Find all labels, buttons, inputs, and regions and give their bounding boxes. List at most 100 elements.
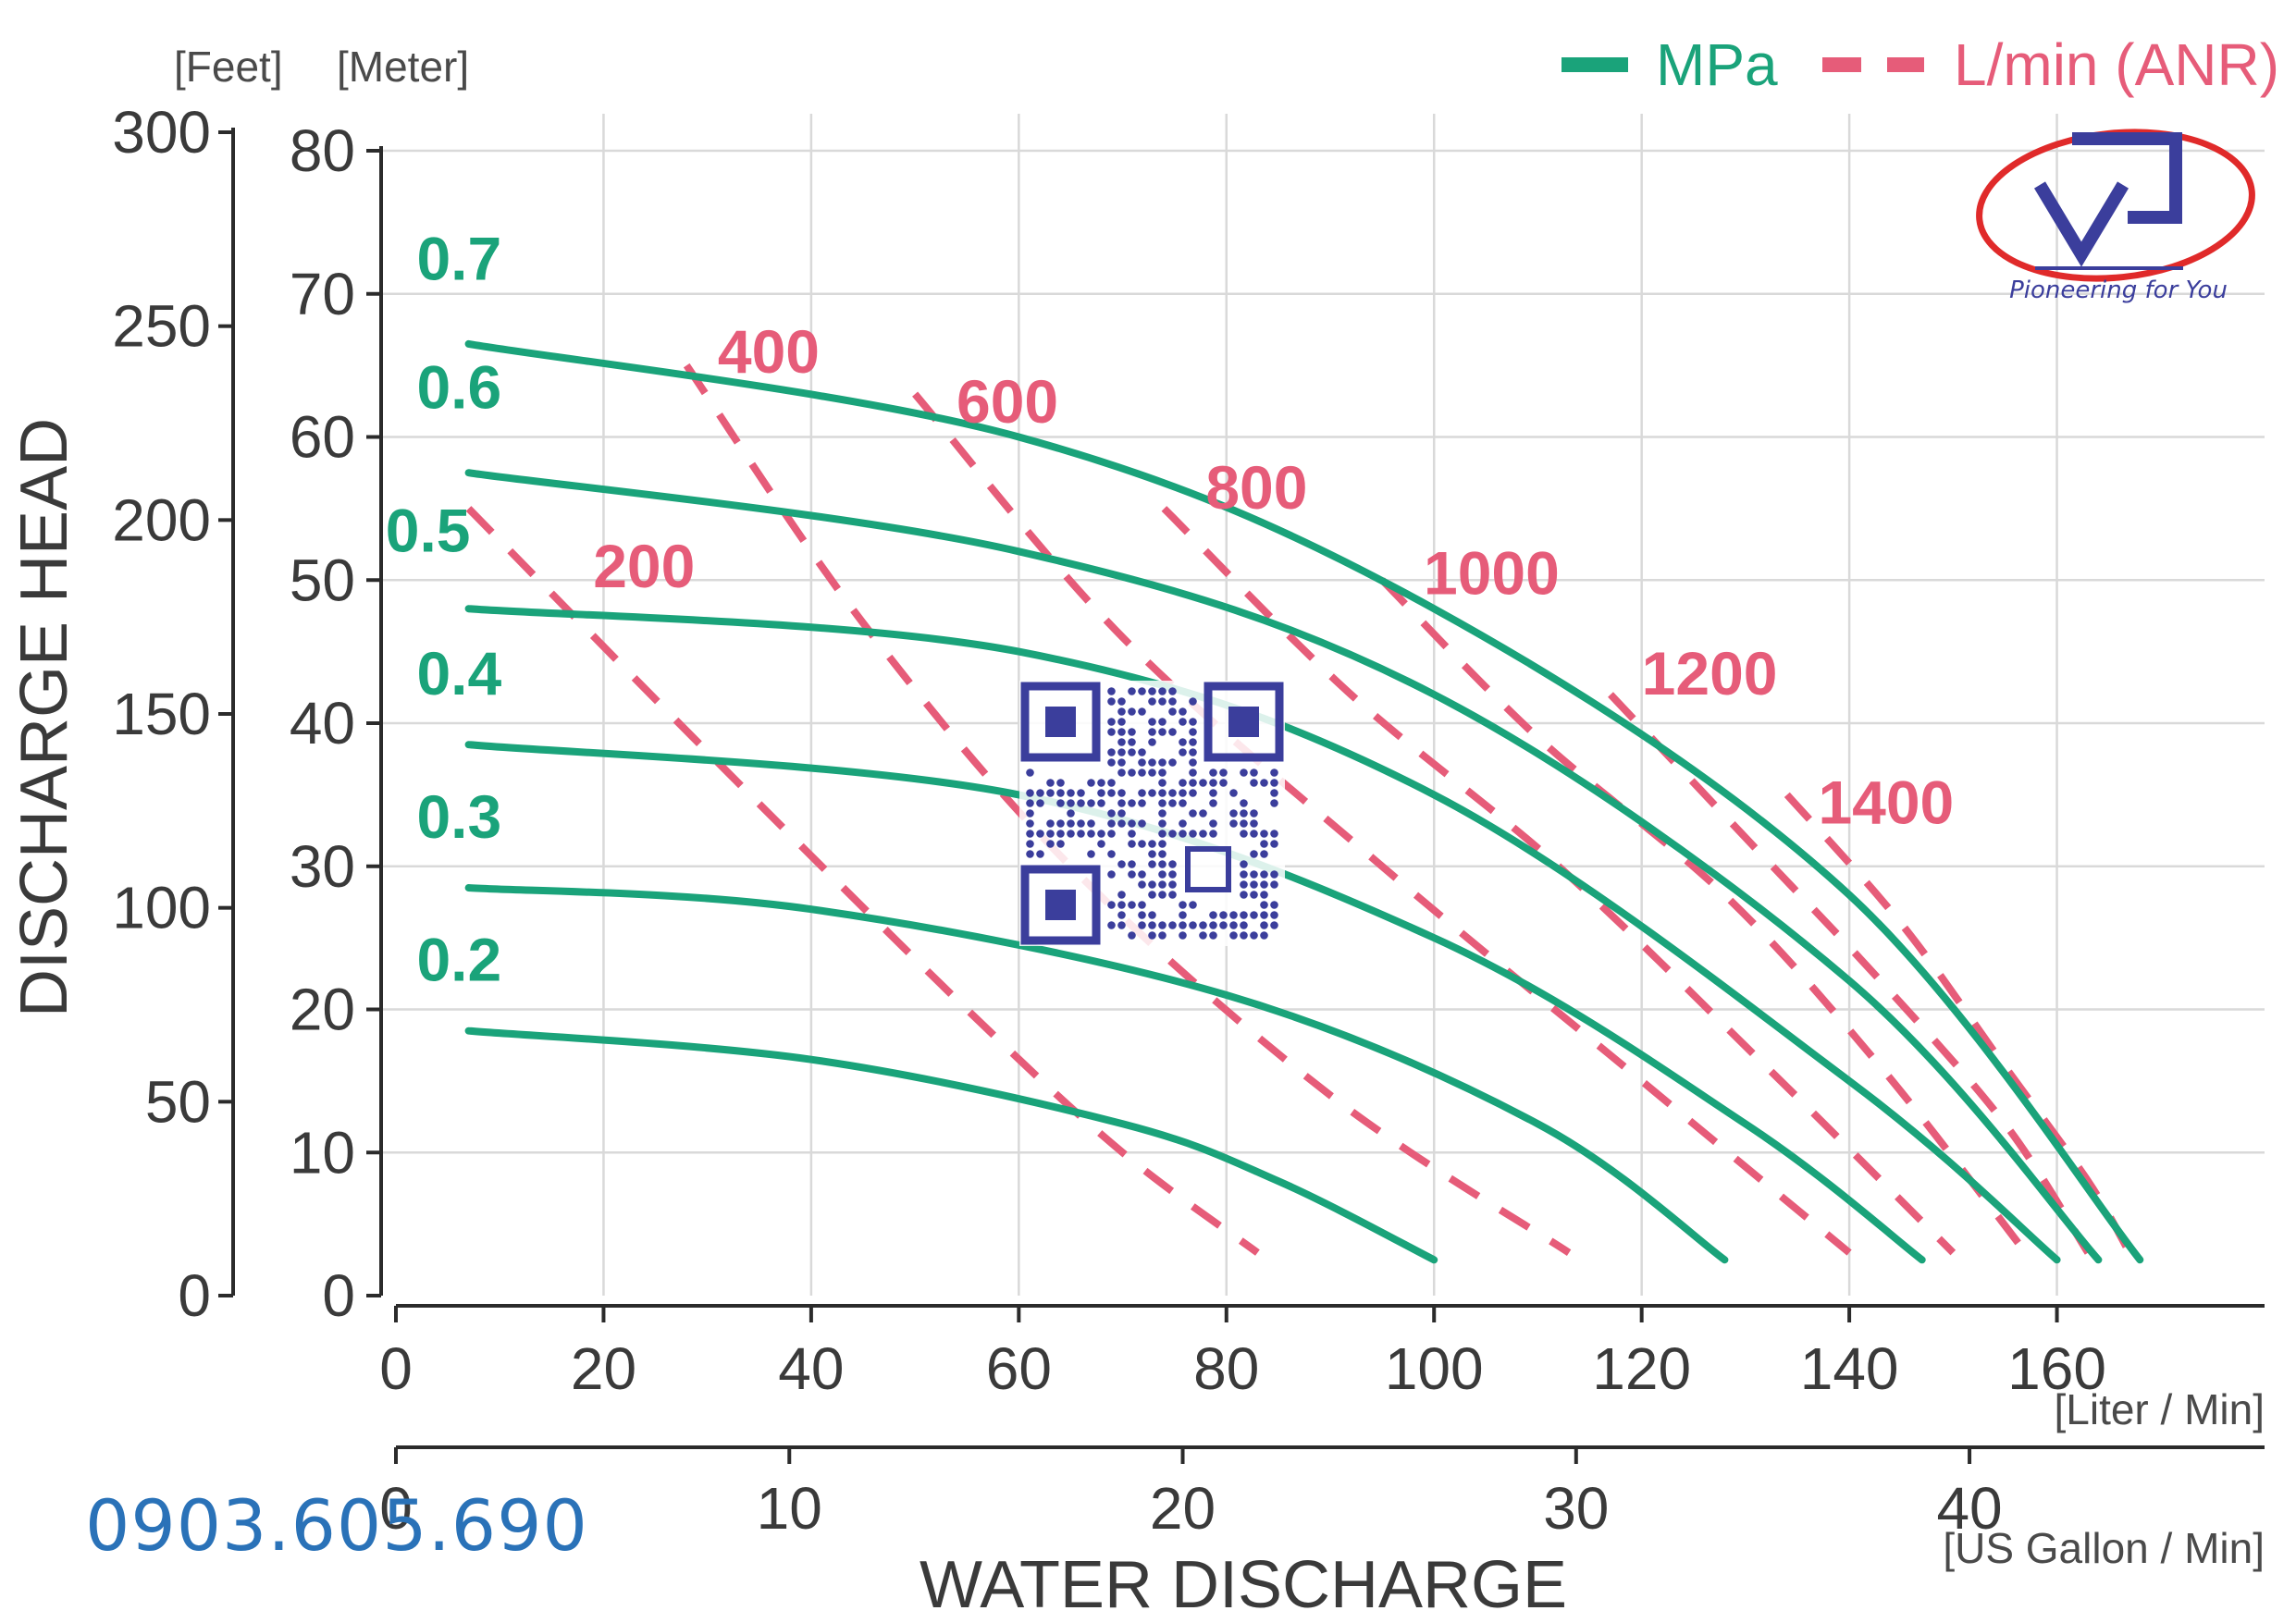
anr-label-800: 800 — [1205, 453, 1307, 522]
qr-module — [1209, 931, 1217, 940]
qr-module — [1026, 840, 1034, 848]
qr-module — [1240, 799, 1248, 807]
qr-module — [1117, 718, 1126, 726]
company-logo: Pioneering for You — [1976, 129, 2255, 304]
qr-module — [1179, 819, 1187, 828]
qr-finder-bl-inner — [1045, 890, 1076, 920]
qr-module — [1107, 901, 1116, 909]
qr-module — [1046, 789, 1055, 797]
anr-label-400: 400 — [718, 317, 820, 386]
qr-module — [1097, 789, 1105, 797]
qr-module — [1117, 748, 1126, 756]
qr-module — [1026, 789, 1034, 797]
qr-module — [1250, 931, 1258, 940]
mpa-label-0-5: 0.5 — [386, 496, 471, 564]
qr-module — [1189, 748, 1197, 756]
qr-module — [1158, 687, 1167, 695]
qr-module — [1209, 911, 1217, 919]
qr-module — [1189, 768, 1197, 777]
qr-module — [1117, 768, 1126, 777]
mpa-label-0-3: 0.3 — [416, 782, 501, 851]
x-liter-tick-label-120: 120 — [1592, 1335, 1691, 1402]
qr-module — [1250, 850, 1258, 858]
qr-module — [1179, 830, 1187, 838]
mpa-curve-0-6 — [464, 469, 2103, 1264]
qr-module — [1026, 768, 1034, 777]
qr-module — [1240, 830, 1248, 838]
qr-module — [1117, 789, 1126, 797]
qr-module — [1128, 799, 1136, 807]
qr-module — [1107, 779, 1116, 787]
qr-module — [1158, 880, 1167, 889]
mpa-curve-0-4 — [464, 741, 1926, 1264]
qr-module — [1117, 758, 1126, 767]
qr-module — [1189, 779, 1197, 787]
qr-module — [1209, 830, 1217, 838]
qr-module — [1240, 819, 1248, 828]
y-meter-tick-label-70: 70 — [290, 261, 355, 327]
qr-module — [1056, 799, 1065, 807]
qr-module — [1229, 819, 1238, 828]
y-meter-tick-label-20: 20 — [290, 977, 355, 1043]
anr-curve-1400 — [1784, 792, 2133, 1255]
qr-module — [1270, 921, 1278, 929]
mpa-label-0-6: 0.6 — [416, 353, 501, 422]
qr-module — [1240, 860, 1248, 868]
qr-module — [1107, 758, 1116, 767]
qr-module — [1046, 819, 1055, 828]
qr-module — [1097, 799, 1105, 807]
qr-module — [1168, 687, 1177, 695]
qr-module — [1077, 830, 1085, 838]
qr-module — [1158, 718, 1167, 726]
qr-module — [1117, 860, 1126, 868]
qr-finder-bl-outer — [1020, 865, 1101, 945]
qr-module — [1219, 779, 1228, 787]
qr-module — [1107, 728, 1116, 736]
qr-module — [1260, 931, 1268, 940]
qr-module — [1250, 880, 1258, 889]
qr-module — [1179, 921, 1187, 929]
phone-number: 0903.605.690 — [85, 1484, 588, 1567]
qr-module — [1270, 789, 1278, 797]
qr-module — [1148, 880, 1156, 889]
legend-mpa-label: MPa — [1656, 31, 1778, 98]
qr-module — [1138, 758, 1146, 767]
qr-module — [1148, 860, 1156, 868]
qr-module — [1229, 809, 1238, 818]
anr-curve-400 — [683, 363, 1572, 1256]
qr-module — [1117, 707, 1126, 716]
y-feet-tick-label-150: 150 — [112, 681, 211, 747]
y-axis-title: DISCHARGE HEAD — [7, 418, 81, 1017]
qr-module — [1168, 880, 1177, 889]
qr-module — [1158, 850, 1167, 858]
qr-module — [1036, 850, 1044, 858]
qr-module — [1056, 789, 1065, 797]
qr-module — [1148, 768, 1156, 777]
qr-module — [1168, 697, 1177, 706]
qr-module — [1097, 779, 1105, 787]
qr-module — [1097, 830, 1105, 838]
qr-module — [1117, 738, 1126, 746]
qr-alignment — [1185, 846, 1231, 892]
qr-module — [1138, 799, 1146, 807]
y-feet-tick-label-100: 100 — [112, 875, 211, 941]
y-meter-tick-label-10: 10 — [290, 1119, 355, 1186]
qr-module — [1189, 718, 1197, 726]
chart-grid — [381, 114, 2265, 1296]
qr-module — [1250, 891, 1258, 899]
x-gallon-tick-label-0: 0 — [379, 1475, 413, 1542]
qr-module — [1260, 921, 1268, 929]
qr-module — [1240, 921, 1248, 929]
anr-label-1400: 1400 — [1818, 768, 1954, 836]
qr-module — [1179, 789, 1187, 797]
qr-module — [1138, 901, 1146, 909]
qr-module — [1209, 789, 1217, 797]
qr-module — [1179, 799, 1187, 807]
qr-module — [1026, 830, 1034, 838]
mpa-curve-0-3 — [464, 884, 1729, 1264]
qr-finder-tl-outer — [1020, 682, 1101, 762]
qr-module — [1036, 799, 1044, 807]
mpa-curve-0-7 — [464, 339, 2144, 1264]
qr-module — [1148, 891, 1156, 899]
